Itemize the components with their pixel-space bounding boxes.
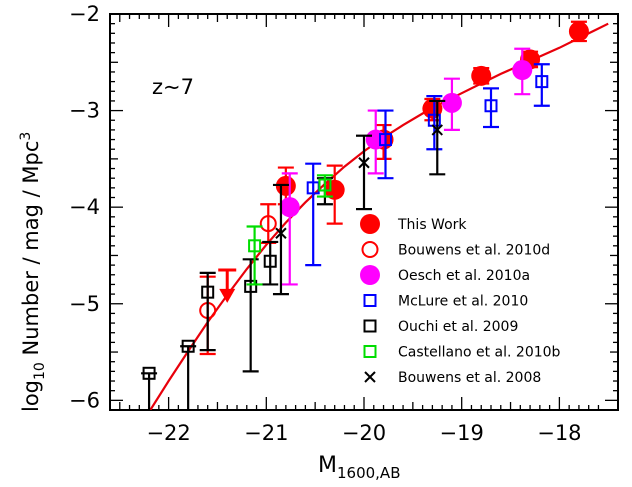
upper-limit-arrow xyxy=(219,288,236,303)
data-point xyxy=(441,92,462,113)
data-point xyxy=(431,124,443,136)
data-point xyxy=(358,157,370,169)
marker-x-stroke xyxy=(431,124,443,136)
data-point xyxy=(484,99,498,113)
y-axis-label: log10 Number / mag / Mpc3 xyxy=(18,132,48,412)
series-6 xyxy=(272,99,446,296)
legend-marker xyxy=(360,265,380,285)
legend-label: Castellano et al. 2010b xyxy=(398,345,561,361)
data-point xyxy=(259,215,277,233)
series-3 xyxy=(305,63,550,267)
x-tick-label: −21 xyxy=(244,421,288,445)
legend-label: This Work xyxy=(397,217,467,233)
legend-label: Oesch et al. 2010a xyxy=(398,268,530,284)
data-point xyxy=(512,60,533,81)
marker-x-stroke xyxy=(364,371,376,383)
redshift-annotation: z∼7 xyxy=(152,75,194,99)
legend-marker xyxy=(360,214,380,234)
x-axis-label-main: M xyxy=(318,453,337,478)
series-5 xyxy=(246,174,333,286)
y-tick-label: −6 xyxy=(69,388,100,412)
data-point xyxy=(378,133,392,147)
y-tick-label: −4 xyxy=(69,195,100,219)
legend-marker xyxy=(364,371,376,383)
data-point xyxy=(248,239,262,253)
series-4 xyxy=(141,177,333,410)
data-point xyxy=(181,339,195,353)
data-marks xyxy=(141,20,589,410)
x-tick-label: −18 xyxy=(537,421,581,445)
legend-marker xyxy=(363,319,377,333)
data-point xyxy=(535,75,549,89)
data-point xyxy=(201,285,215,299)
series-0 xyxy=(218,20,589,303)
y-tick-label: −3 xyxy=(69,99,100,123)
legend-label: McLure et al. 2010 xyxy=(398,294,528,310)
axis-ticks xyxy=(110,13,618,411)
y-axis-label-sub: 10 xyxy=(32,362,48,380)
y-tick-label: −2 xyxy=(69,2,100,26)
legend-label: Bouwens et al. 2008 xyxy=(398,370,541,386)
legend-marker xyxy=(361,241,379,258)
marker-x-stroke xyxy=(275,227,287,239)
data-point xyxy=(318,178,332,192)
x-tick-label: −20 xyxy=(342,421,386,445)
data-point xyxy=(244,279,258,293)
x-tick-label: −19 xyxy=(440,421,484,445)
x-tick-label: −22 xyxy=(146,421,190,445)
legend-marker xyxy=(363,294,377,307)
y-axis-label-post: Number / mag / Mpc xyxy=(19,141,43,363)
y-axis-label-sup: 3 xyxy=(18,132,34,141)
x-axis-label-sub: 1600,AB xyxy=(337,464,401,482)
y-tick-labels: −6 −5 −4 −3 −2 xyxy=(69,2,100,412)
legend-label: Ouchi et al. 2009 xyxy=(398,319,518,335)
legend-label: Bouwens et al. 2010d xyxy=(398,243,550,259)
x-axis-label: M1600,AB xyxy=(318,453,400,482)
data-point xyxy=(275,227,287,239)
data-point xyxy=(471,65,492,86)
data-point xyxy=(142,366,156,380)
x-tick-labels: −22 −21 −20 −19 −18 xyxy=(146,421,581,445)
data-point xyxy=(263,254,277,268)
data-point xyxy=(279,197,300,218)
legend-marker xyxy=(363,345,377,358)
data-point xyxy=(365,129,386,150)
marker-x-stroke xyxy=(358,157,370,169)
data-point xyxy=(568,21,589,42)
legend: This Work Bouwens et al. 2010d Oesch et al… xyxy=(360,214,561,386)
y-tick-label: −5 xyxy=(69,292,100,316)
y-axis-label-pre: log xyxy=(19,380,43,412)
